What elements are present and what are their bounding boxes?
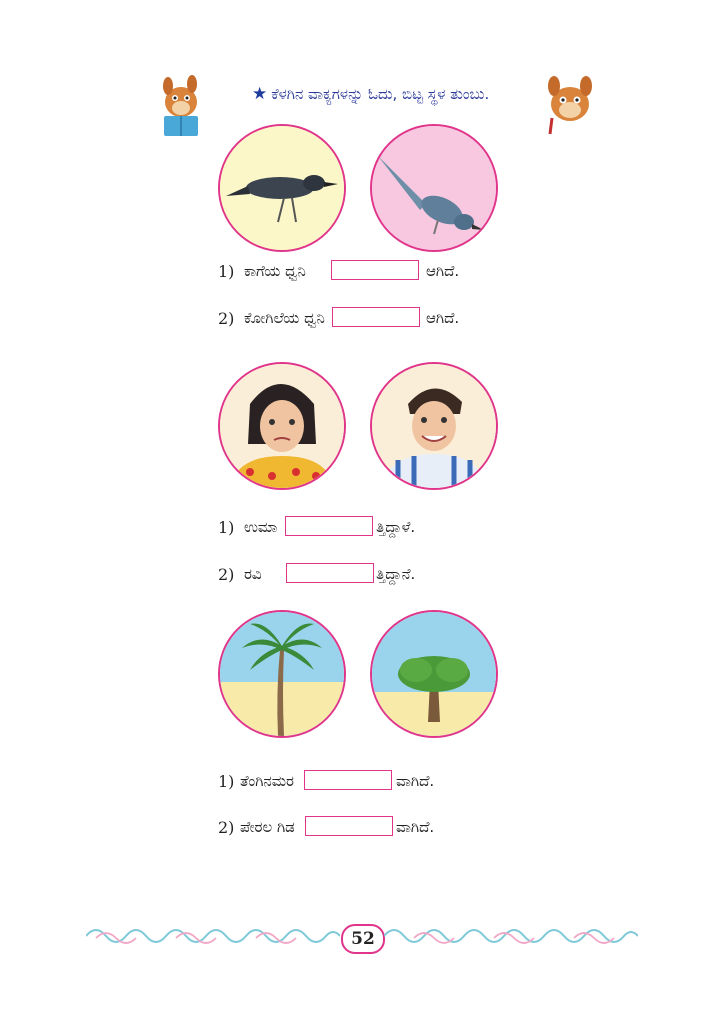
cuckoo-image: [370, 124, 498, 252]
answer-blank[interactable]: [332, 307, 420, 327]
crow-image: [218, 124, 346, 252]
instruction-line: ★ ಕೆಳಗಿನ ವಾಕ್ಯಗಳನ್ನು ಓದು, ಬಿಟ್ಟ ಸ್ಥಳ ತುಂಬ…: [252, 84, 489, 104]
sentence-start: ಕೋಗಿಲೆಯ ಧ್ವನಿ: [244, 309, 325, 327]
instruction-text: ಕೆಳಗಿನ ವಾಕ್ಯಗಳನ್ನು ಓದು, ಬಿಟ್ಟ ಸ್ಥಳ ತುಂಬು…: [271, 85, 490, 103]
coconut-tree-image: [218, 610, 346, 738]
crying-girl-image: [218, 362, 346, 490]
question-number: 1): [218, 518, 235, 537]
smiling-boy-image: [370, 362, 498, 490]
sentence-end: ತ್ತಿದ್ದಾಳೆ.: [376, 518, 416, 536]
sentence-start: ಉಮಾ: [244, 518, 278, 536]
sentence-start: ಕಾಗೆಯ ಧ್ವನಿ: [244, 262, 306, 280]
answer-blank[interactable]: [305, 816, 393, 836]
question-number: 1): [218, 772, 235, 791]
star-icon: ★: [252, 84, 268, 104]
answer-blank[interactable]: [286, 563, 374, 583]
sentence-end: ಆಗಿದೆ.: [426, 309, 460, 327]
sentence-end: ಆಗಿದೆ.: [426, 262, 460, 280]
squirrel-writing-mascot-icon: [544, 76, 596, 136]
question-number: 2): [218, 818, 235, 837]
question-number: 2): [218, 565, 235, 584]
question-number: 2): [218, 309, 235, 328]
sentence-end: ತ್ತಿದ್ದಾನೆ.: [376, 565, 416, 583]
answer-blank[interactable]: [331, 260, 419, 280]
page-number: 52: [341, 924, 385, 954]
sentence-end: ವಾಗಿದೆ.: [396, 772, 435, 790]
sentence-start: ರವಿ: [244, 565, 262, 583]
sentence-start: ಪೇರಲ ಗಿಡ: [240, 818, 295, 836]
squirrel-reading-mascot-icon: [158, 72, 204, 138]
answer-blank[interactable]: [285, 516, 373, 536]
guava-tree-image: [370, 610, 498, 738]
question-number: 1): [218, 262, 235, 281]
ornamental-border-left: [85, 924, 341, 948]
answer-blank[interactable]: [304, 770, 392, 790]
ornamental-border-right: [383, 924, 639, 948]
sentence-start: ತೆಂಗಿನಮರ: [240, 772, 294, 790]
sentence-end: ವಾಗಿದೆ.: [396, 818, 435, 836]
